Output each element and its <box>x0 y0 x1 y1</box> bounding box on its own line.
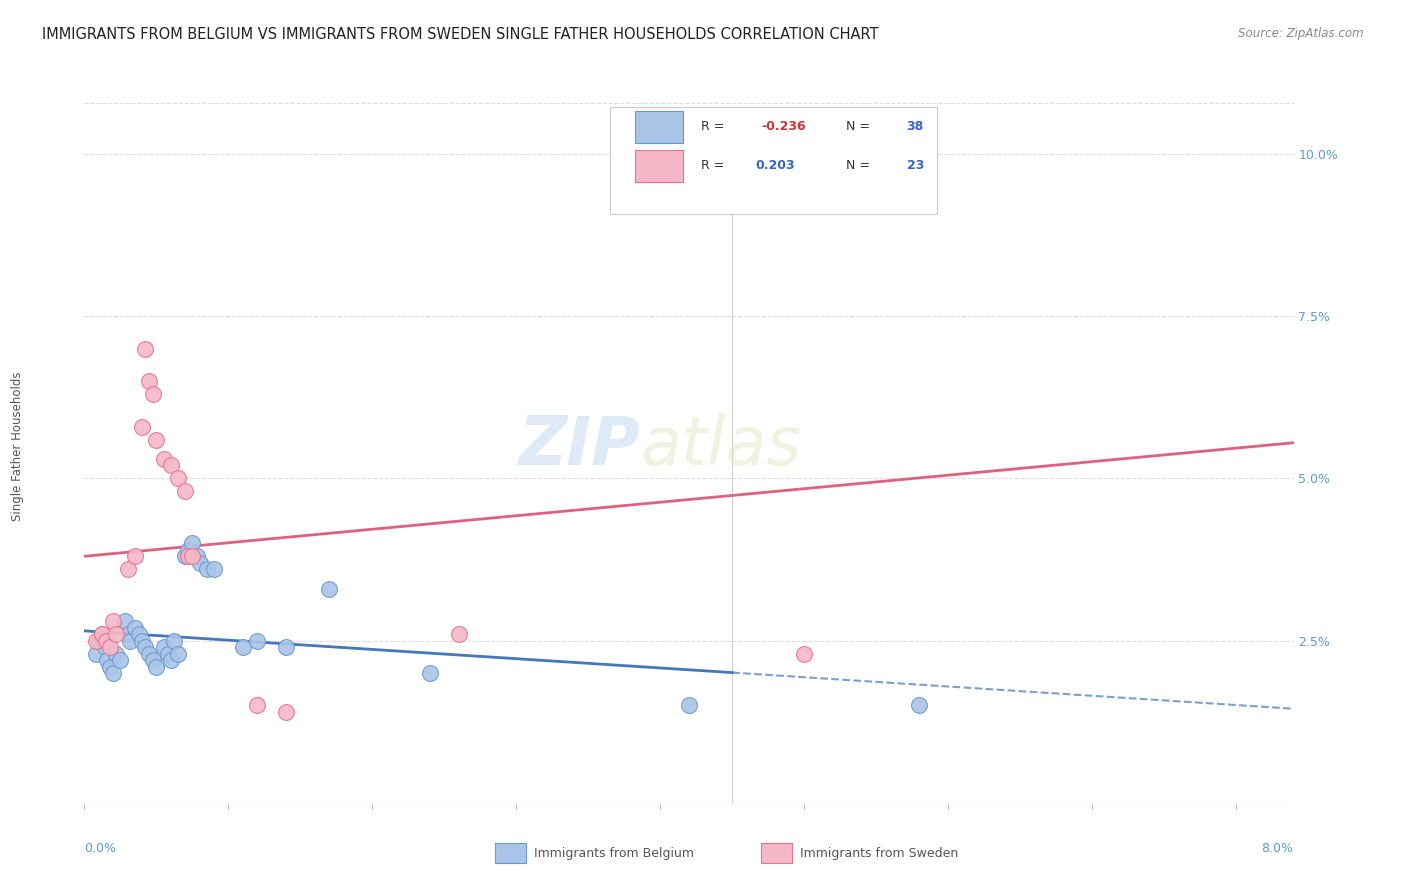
Text: -0.236: -0.236 <box>762 120 806 133</box>
Point <box>84 647 107 661</box>
Point <box>93 640 115 654</box>
Point <box>134 342 156 356</box>
Point <box>101 666 124 681</box>
Point <box>98 640 121 654</box>
Point <box>195 562 218 576</box>
Point <box>156 647 179 661</box>
Text: R =: R = <box>702 160 728 172</box>
Point <box>142 387 165 401</box>
Text: Source: ZipAtlas.com: Source: ZipAtlas.com <box>1239 27 1364 40</box>
Point <box>105 647 128 661</box>
FancyBboxPatch shape <box>634 150 683 182</box>
Text: N =: N = <box>846 160 875 172</box>
Point <box>131 419 153 434</box>
Point <box>138 374 160 388</box>
Point <box>246 633 269 648</box>
Point <box>232 640 254 654</box>
Point <box>124 621 146 635</box>
Point <box>124 549 146 564</box>
Point <box>202 562 225 576</box>
Point <box>98 659 121 673</box>
Point <box>793 647 815 661</box>
Point <box>177 542 200 557</box>
Point <box>274 640 297 654</box>
Point <box>174 484 197 499</box>
FancyBboxPatch shape <box>762 844 792 863</box>
Point <box>167 647 190 661</box>
Point <box>105 627 128 641</box>
Point <box>181 549 204 564</box>
Point <box>117 627 139 641</box>
Text: ZIP: ZIP <box>519 413 641 479</box>
Point <box>186 549 208 564</box>
Point <box>94 633 117 648</box>
Point <box>110 653 132 667</box>
Point <box>274 705 297 719</box>
Text: N =: N = <box>846 120 875 133</box>
Text: R =: R = <box>702 120 728 133</box>
Point <box>152 452 174 467</box>
Point <box>134 640 156 654</box>
Point <box>114 614 136 628</box>
Text: 0.0%: 0.0% <box>84 842 117 855</box>
Point <box>174 549 197 564</box>
Point <box>162 633 184 648</box>
Point <box>87 633 110 648</box>
Point <box>90 627 112 641</box>
FancyBboxPatch shape <box>634 111 683 143</box>
Point <box>152 640 174 654</box>
Point <box>90 627 112 641</box>
Point <box>96 653 118 667</box>
Point <box>181 536 204 550</box>
Text: 8.0%: 8.0% <box>1261 842 1294 855</box>
Point <box>908 698 931 713</box>
Point <box>145 433 167 447</box>
Point <box>177 549 200 564</box>
Point <box>188 556 211 570</box>
FancyBboxPatch shape <box>610 107 936 214</box>
Point <box>101 614 124 628</box>
Point <box>419 666 441 681</box>
Text: 38: 38 <box>907 120 924 133</box>
Point <box>128 627 150 641</box>
Text: 0.203: 0.203 <box>755 160 794 172</box>
Point <box>131 633 153 648</box>
Text: Immigrants from Belgium: Immigrants from Belgium <box>534 847 695 860</box>
Text: IMMIGRANTS FROM BELGIUM VS IMMIGRANTS FROM SWEDEN SINGLE FATHER HOUSEHOLDS CORRE: IMMIGRANTS FROM BELGIUM VS IMMIGRANTS FR… <box>42 27 879 42</box>
Text: 23: 23 <box>907 160 924 172</box>
Point <box>447 627 470 641</box>
Point <box>318 582 340 596</box>
Point <box>145 659 167 673</box>
Point <box>138 647 160 661</box>
Point <box>159 458 181 473</box>
Point <box>678 698 700 713</box>
Point <box>84 633 107 648</box>
Text: Immigrants from Sweden: Immigrants from Sweden <box>800 847 959 860</box>
Point <box>120 633 142 648</box>
FancyBboxPatch shape <box>495 844 526 863</box>
Point <box>117 562 139 576</box>
Point <box>142 653 165 667</box>
Text: Single Father Households: Single Father Households <box>11 371 24 521</box>
Text: atlas: atlas <box>641 413 801 479</box>
Point <box>167 471 190 485</box>
Point <box>246 698 269 713</box>
Point <box>159 653 181 667</box>
